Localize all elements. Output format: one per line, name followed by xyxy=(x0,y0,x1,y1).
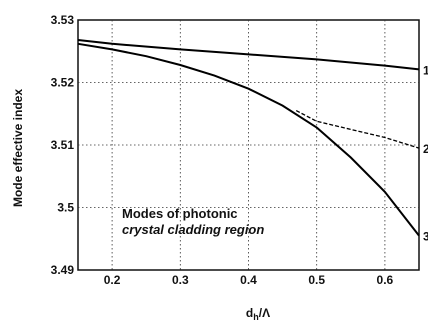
y-tick-label-3: 3.52 xyxy=(51,76,75,90)
tick-labels: 0.2 0.3 0.4 0.5 0.6 3.49 3.5 3.51 3.52 3.53 xyxy=(51,13,394,287)
x-tick-label-4: 0.6 xyxy=(377,273,394,287)
series-lines xyxy=(77,39,420,237)
x-tick-label-1: 0.3 xyxy=(172,273,189,287)
y-tick-label-1: 3.5 xyxy=(57,201,74,215)
x-axis-label: dh/Λ xyxy=(246,306,270,322)
series-label-3: 3 xyxy=(423,230,428,244)
series-end-labels: 1 2 3 xyxy=(423,63,428,243)
y-axis-label: Mode effective index xyxy=(11,89,25,207)
annotation-line-1: Modes of photonic xyxy=(122,206,238,221)
x-tick-label-0: 0.2 xyxy=(104,273,121,287)
series-line-1 xyxy=(77,39,420,71)
x-tick-label-2: 0.4 xyxy=(240,273,257,287)
y-tick-label-2: 3.51 xyxy=(51,138,75,152)
annotation-line-2: crystal cladding region xyxy=(122,222,264,237)
gridlines xyxy=(78,20,419,270)
series-line-2 xyxy=(295,110,420,149)
x-tick-label-3: 0.5 xyxy=(308,273,325,287)
y-tick-label-4: 3.53 xyxy=(51,13,75,27)
y-tick-label-0: 3.49 xyxy=(51,263,75,277)
series-label-2: 2 xyxy=(423,142,428,156)
series-label-1: 1 xyxy=(423,63,428,77)
series-line-3 xyxy=(77,42,420,237)
